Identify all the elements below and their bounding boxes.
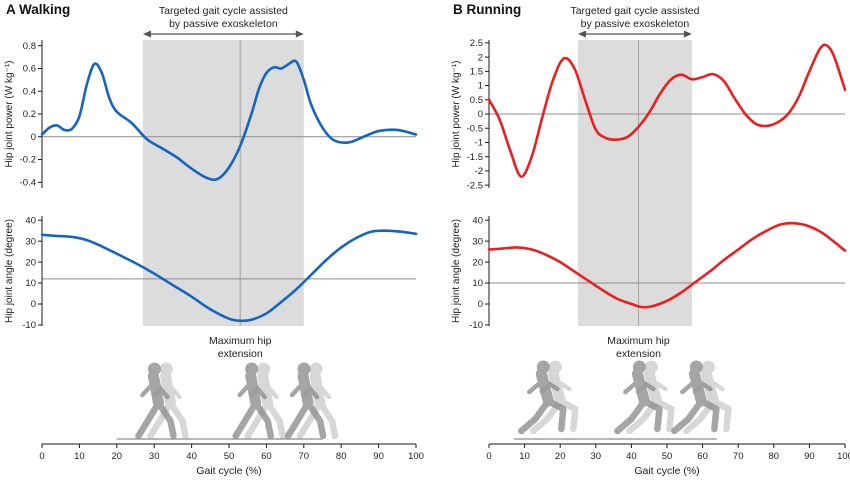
walk-figure-icon (135, 362, 177, 440)
angle-curve (487, 221, 847, 309)
power-y-tick-label: 0.8 (23, 41, 36, 52)
power-y-tick-label: 0.5 (470, 95, 483, 106)
power-y-tick-label: -1.5 (467, 152, 483, 163)
power-curve (40, 59, 418, 182)
angle-y-tick-label: 10 (25, 278, 36, 289)
x-tick-label: 50 (224, 451, 235, 462)
arrow-head-right-icon (683, 30, 692, 38)
power-y-tick-label: 0.6 (23, 64, 36, 75)
walking-silhouettes (116, 362, 339, 440)
x-tick-label: 30 (591, 451, 602, 462)
max-extension-label-line2: extension (218, 348, 263, 360)
power-y-tick-label: -2 (475, 166, 483, 177)
angle-y-tick-label: 40 (472, 215, 483, 226)
x-tick-label: 10 (519, 451, 530, 462)
power-y-tick-label: 0.4 (23, 86, 36, 97)
x-tick-label: 90 (373, 451, 384, 462)
angle-y-axis-label: Hip joint angle (degree) (4, 219, 15, 323)
power-y-tick-label: 0 (478, 109, 483, 120)
angle-y-tick-label: -10 (469, 320, 483, 331)
power-y-axis-label: Hip joint power (W kg⁻¹) (451, 61, 462, 168)
run-figure-icon (671, 360, 720, 435)
power-y-tick-label: -0.4 (20, 178, 36, 189)
angle-y-tick-label: 20 (25, 257, 36, 268)
power-y-tick-label: 1 (478, 81, 483, 92)
walk-figure-icon (232, 362, 274, 440)
angle-y-tick-label: 30 (25, 236, 36, 247)
x-axis-label: Gait cycle (%) (196, 465, 261, 477)
panel-a-title: A Walking (6, 2, 71, 17)
power-y-tick-label: 2 (478, 52, 483, 63)
arrow-head-left-icon (578, 30, 586, 38)
power-y-axis-label: Hip joint power (W kg⁻¹) (4, 61, 15, 168)
arrow-head-left-icon (142, 30, 151, 38)
angle-y-tick-label: 0 (478, 299, 483, 310)
x-tick-label: 40 (626, 451, 637, 462)
run-figure-icon (530, 360, 579, 435)
x-tick-label: 0 (486, 451, 491, 462)
panel-a-canvas: -0.4 -0.2 0 0.2 0.4 0.6 0.8 Hip joint power (W … (4, 5, 424, 477)
assist-annotation-line1: Targeted gait cycle assisted (159, 5, 288, 17)
run-figure-icon (614, 360, 663, 435)
arrow-head-right-icon (295, 30, 304, 38)
x-tick-label: 80 (769, 451, 780, 462)
power-y-tick-label: -2.5 (467, 180, 483, 191)
walk-figure-icon (296, 362, 339, 440)
assist-region-band (578, 40, 692, 326)
panel-running: B Running -2.5 -2 -1.5 -1 -0.5 0 0.5 1 1.5 2 2.5 Hi… (425, 0, 850, 481)
angle-y-axis-label: Hip joint angle (degree) (451, 219, 462, 323)
x-tick-label: 90 (804, 451, 815, 462)
max-extension-label-line1: Maximum hip (209, 335, 272, 347)
max-extension-label-line1: Maximum hip (607, 335, 670, 347)
angle-y-tick-label: 30 (472, 236, 483, 247)
angle-y-tick-label: 0 (31, 299, 36, 310)
panel-walking: A Walking -0.4 -0.2 0 0.2 0.4 0.6 0.8 Hip joint… (4, 2, 424, 477)
x-tick-label: 30 (149, 451, 160, 462)
x-tick-label: 60 (261, 451, 272, 462)
assist-annotation-line2: by passive exoskeleton (169, 18, 278, 30)
x-tick-label: 100 (837, 451, 850, 462)
angle-y-tick-label: 40 (25, 215, 36, 226)
power-y-tick-label: 0 (31, 132, 36, 143)
power-y-tick-label: 1.5 (470, 67, 483, 78)
x-tick-label: 10 (74, 451, 85, 462)
power-y-tick-label: -0.5 (467, 123, 483, 134)
walk-figure-icon (284, 362, 327, 440)
x-tick-label: 20 (112, 451, 123, 462)
x-tick-label: 0 (39, 451, 44, 462)
running-silhouettes (513, 360, 732, 440)
angle-curve (40, 229, 418, 323)
walk-figure-icon (147, 362, 189, 440)
assist-region-band (142, 40, 304, 326)
walk-figure-icon (244, 362, 286, 440)
assist-annotation-line1: Targeted gait cycle assisted (570, 5, 699, 17)
power-y-tick-label: 0.2 (23, 109, 36, 120)
x-tick-label: 100 (408, 451, 424, 462)
x-tick-label: 70 (299, 451, 310, 462)
power-y-tick-label: -0.2 (20, 155, 36, 166)
power-curve (487, 43, 847, 178)
x-tick-label: 50 (662, 451, 673, 462)
x-tick-label: 80 (336, 451, 347, 462)
run-figure-icon (683, 360, 732, 435)
power-y-tick-label: 2.5 (470, 38, 483, 49)
angle-y-tick-label: -10 (22, 320, 36, 331)
run-figure-icon (518, 360, 567, 435)
angle-y-tick-label: 10 (472, 278, 483, 289)
panel-b-canvas: -2.5 -2 -1.5 -1 -0.5 0 0.5 1 1.5 2 2.5 Hip joint po… (451, 5, 850, 477)
x-tick-label: 70 (733, 451, 744, 462)
x-tick-label: 40 (186, 451, 197, 462)
x-tick-label: 60 (697, 451, 708, 462)
x-tick-label: 20 (555, 451, 566, 462)
x-axis-label: Gait cycle (%) (634, 465, 699, 477)
panel-b-title: B Running (453, 2, 522, 17)
run-figure-icon (626, 360, 675, 435)
power-y-tick-label: -1 (475, 138, 483, 149)
max-extension-label-line2: extension (616, 348, 661, 360)
angle-y-tick-label: 20 (472, 257, 483, 268)
assist-annotation-line2: by passive exoskeleton (581, 18, 690, 30)
